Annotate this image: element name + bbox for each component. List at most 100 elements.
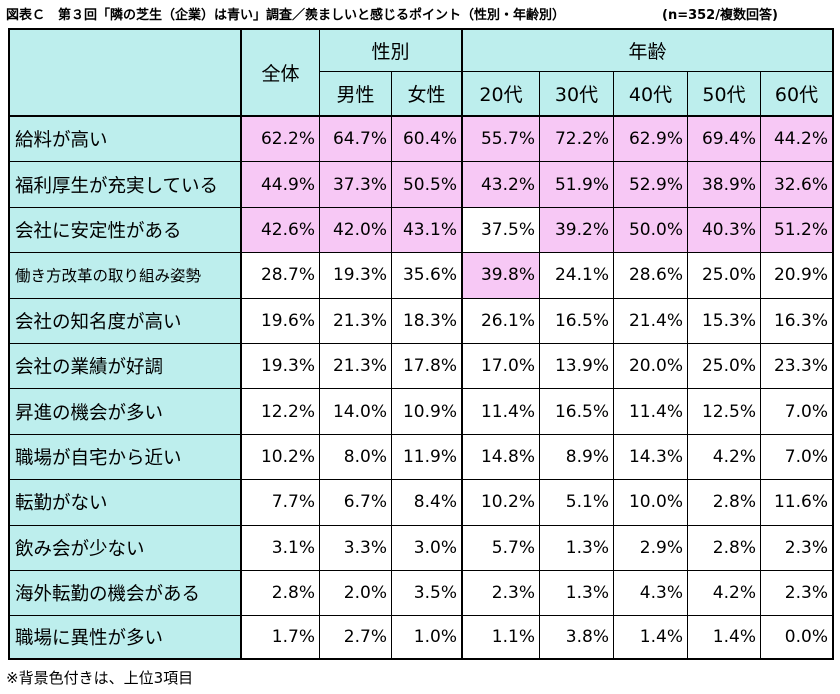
data-cell: 24.1% <box>540 253 614 299</box>
header-column: 男性 <box>320 72 392 117</box>
data-cell: 37.5% <box>463 207 540 254</box>
data-cell: 1.1% <box>463 616 540 658</box>
data-cell: 19.6% <box>242 298 320 344</box>
data-cell: 2.9% <box>614 525 688 571</box>
table-title: 図表Ｃ 第３回「隣の芝生（企業）は青い」調査／羨ましいと感じるポイント（性別・年… <box>6 8 566 23</box>
data-cell: 5.7% <box>463 525 540 571</box>
data-cell: 21.3% <box>320 344 392 390</box>
data-cell: 35.6% <box>392 253 463 299</box>
data-cell: 43.1% <box>392 207 463 254</box>
data-cell: 1.3% <box>540 571 614 617</box>
header-overall: 全体 <box>242 30 320 117</box>
data-cell: 14.0% <box>320 389 392 435</box>
data-cell: 42.0% <box>320 207 392 254</box>
row-label: 福利厚生が充実している <box>10 162 242 208</box>
header-column: 50代 <box>688 72 761 117</box>
data-cell: 8.4% <box>392 480 463 526</box>
data-cell: 7.7% <box>242 480 320 526</box>
data-cell: 2.3% <box>761 525 832 571</box>
data-cell: 1.7% <box>242 616 320 658</box>
data-cell: 8.9% <box>540 434 614 481</box>
data-cell: 55.7% <box>463 117 540 163</box>
data-cell: 51.2% <box>761 207 832 254</box>
data-cell: 2.3% <box>463 571 540 617</box>
data-cell: 5.1% <box>540 480 614 526</box>
data-cell: 26.1% <box>463 298 540 344</box>
data-cell: 19.3% <box>242 344 320 390</box>
data-cell: 2.0% <box>320 571 392 617</box>
data-cell: 25.0% <box>688 253 761 299</box>
row-label: 会社の業績が好調 <box>10 344 242 390</box>
data-cell: 17.8% <box>392 344 463 390</box>
data-cell: 20.0% <box>614 344 688 390</box>
data-cell: 2.8% <box>242 571 320 617</box>
data-cell: 50.5% <box>392 162 463 208</box>
data-cell: 3.8% <box>540 616 614 658</box>
data-cell: 3.5% <box>392 571 463 617</box>
row-label: 職場に異性が多い <box>10 616 242 658</box>
data-cell: 50.0% <box>614 207 688 254</box>
data-cell: 3.1% <box>242 525 320 571</box>
data-cell: 17.0% <box>463 344 540 390</box>
data-cell: 10.9% <box>392 389 463 435</box>
sample-size-note: (n=352/複数回答) <box>662 8 778 23</box>
row-label: 職場が自宅から近い <box>10 434 242 481</box>
data-cell: 4.2% <box>688 571 761 617</box>
row-label: 会社の知名度が高い <box>10 298 242 344</box>
footnote: ※背景色付きは、上位3項目 <box>6 669 194 687</box>
data-cell: 28.7% <box>242 253 320 299</box>
data-cell: 4.3% <box>614 571 688 617</box>
data-cell: 2.3% <box>761 571 832 617</box>
data-cell: 38.9% <box>688 162 761 208</box>
data-cell: 7.0% <box>761 389 832 435</box>
data-cell: 2.8% <box>688 480 761 526</box>
data-cell: 64.7% <box>320 117 392 163</box>
data-cell: 39.8% <box>463 253 540 299</box>
data-cell: 13.9% <box>540 344 614 390</box>
row-label: 昇進の機会が多い <box>10 389 242 435</box>
row-label: 海外転勤の機会がある <box>10 571 242 617</box>
data-cell: 28.6% <box>614 253 688 299</box>
data-cell: 37.3% <box>320 162 392 208</box>
data-cell: 11.4% <box>614 389 688 435</box>
data-cell: 69.4% <box>688 117 761 163</box>
data-cell: 3.0% <box>392 525 463 571</box>
data-cell: 23.3% <box>761 344 832 390</box>
data-cell: 62.9% <box>614 117 688 163</box>
data-cell: 51.9% <box>540 162 614 208</box>
row-label: 会社に安定性がある <box>10 207 242 254</box>
data-cell: 10.2% <box>242 434 320 481</box>
data-cell: 1.3% <box>540 525 614 571</box>
data-cell: 21.4% <box>614 298 688 344</box>
data-cell: 10.0% <box>614 480 688 526</box>
header-column: 20代 <box>463 72 540 117</box>
data-cell: 11.6% <box>761 480 832 526</box>
data-cell: 40.3% <box>688 207 761 254</box>
data-cell: 19.3% <box>320 253 392 299</box>
data-cell: 16.5% <box>540 298 614 344</box>
row-label: 転勤がない <box>10 480 242 526</box>
data-cell: 32.6% <box>761 162 832 208</box>
data-cell: 44.2% <box>761 117 832 163</box>
data-cell: 1.4% <box>614 616 688 658</box>
data-cell: 15.3% <box>688 298 761 344</box>
data-cell: 10.2% <box>463 480 540 526</box>
header-column: 30代 <box>540 72 614 117</box>
data-cell: 16.3% <box>761 298 832 344</box>
data-cell: 11.9% <box>392 434 463 481</box>
data-cell: 11.4% <box>463 389 540 435</box>
data-cell: 72.2% <box>540 117 614 163</box>
data-cell: 25.0% <box>688 344 761 390</box>
data-cell: 20.9% <box>761 253 832 299</box>
data-cell: 12.5% <box>688 389 761 435</box>
header-gender-group: 性別 <box>320 30 463 72</box>
data-cell: 12.2% <box>242 389 320 435</box>
data-cell: 43.2% <box>463 162 540 208</box>
data-cell: 7.0% <box>761 434 832 481</box>
data-cell: 1.4% <box>688 616 761 658</box>
data-cell: 39.2% <box>540 207 614 254</box>
data-cell: 21.3% <box>320 298 392 344</box>
data-cell: 18.3% <box>392 298 463 344</box>
data-cell: 14.3% <box>614 434 688 481</box>
data-cell: 1.0% <box>392 616 463 658</box>
